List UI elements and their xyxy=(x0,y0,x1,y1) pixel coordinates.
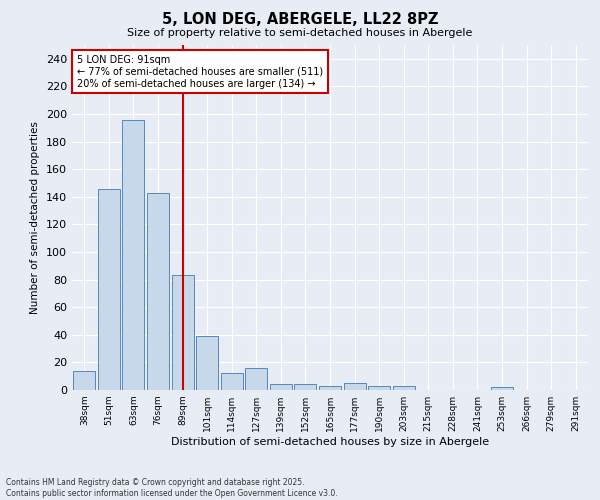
Bar xyxy=(295,384,316,390)
Bar xyxy=(196,336,218,390)
Bar xyxy=(245,368,268,390)
Bar xyxy=(147,192,169,390)
Bar xyxy=(344,383,365,390)
Bar xyxy=(73,370,95,390)
Bar xyxy=(491,387,513,390)
Bar xyxy=(270,384,292,390)
Text: Contains HM Land Registry data © Crown copyright and database right 2025.
Contai: Contains HM Land Registry data © Crown c… xyxy=(6,478,338,498)
Bar xyxy=(319,386,341,390)
Text: 5 LON DEG: 91sqm
← 77% of semi-detached houses are smaller (511)
20% of semi-det: 5 LON DEG: 91sqm ← 77% of semi-detached … xyxy=(77,56,323,88)
Bar xyxy=(368,386,390,390)
Y-axis label: Number of semi-detached properties: Number of semi-detached properties xyxy=(31,121,40,314)
Bar xyxy=(392,386,415,390)
X-axis label: Distribution of semi-detached houses by size in Abergele: Distribution of semi-detached houses by … xyxy=(171,437,489,447)
Bar xyxy=(98,188,120,390)
Bar xyxy=(221,374,243,390)
Text: Size of property relative to semi-detached houses in Abergele: Size of property relative to semi-detach… xyxy=(127,28,473,38)
Bar xyxy=(172,276,194,390)
Bar xyxy=(122,120,145,390)
Text: 5, LON DEG, ABERGELE, LL22 8PZ: 5, LON DEG, ABERGELE, LL22 8PZ xyxy=(162,12,438,28)
